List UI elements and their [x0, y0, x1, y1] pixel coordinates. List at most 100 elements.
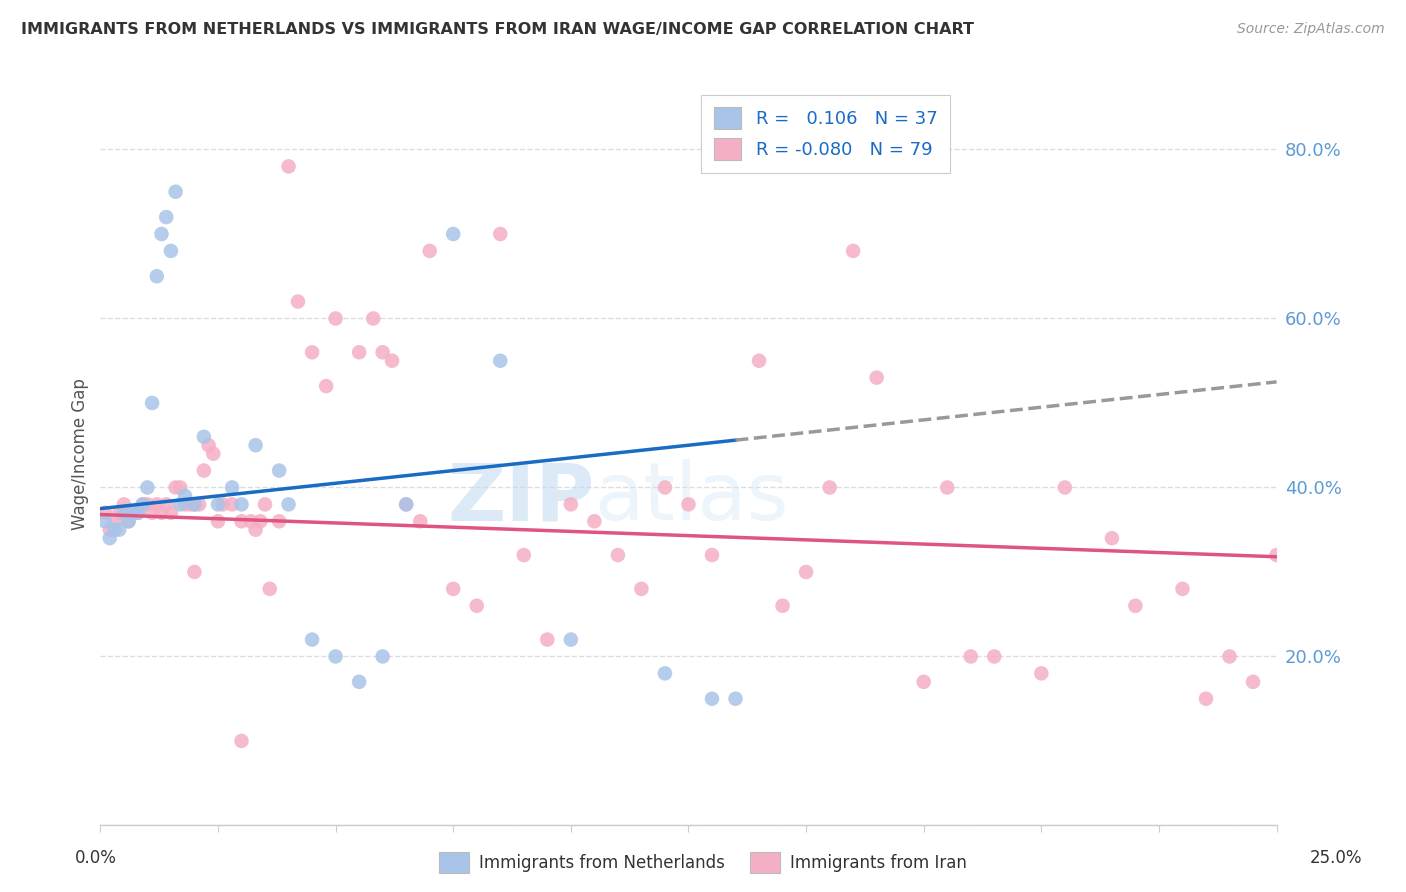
- Point: [654, 666, 676, 681]
- Point: [1171, 582, 1194, 596]
- Point: [959, 649, 981, 664]
- Point: [654, 480, 676, 494]
- Point: [108, 523, 131, 537]
- Point: [1195, 691, 1218, 706]
- Point: [165, 185, 187, 199]
- Point: [202, 447, 225, 461]
- Point: [259, 582, 281, 596]
- Point: [94, 506, 117, 520]
- Point: [117, 514, 139, 528]
- Point: [465, 599, 488, 613]
- Point: [983, 649, 1005, 664]
- Point: [277, 160, 299, 174]
- Point: [174, 497, 197, 511]
- Point: [98, 523, 121, 537]
- Point: [103, 523, 125, 537]
- Point: [441, 227, 464, 241]
- Point: [245, 438, 267, 452]
- Point: [1241, 674, 1264, 689]
- Point: [231, 497, 253, 511]
- Point: [700, 548, 723, 562]
- Point: [239, 514, 262, 528]
- Point: [231, 514, 253, 528]
- Point: [748, 353, 770, 368]
- Point: [131, 497, 153, 511]
- Point: [678, 497, 700, 511]
- Point: [395, 497, 418, 511]
- Point: [1053, 480, 1076, 494]
- Text: 25.0%: 25.0%: [1309, 849, 1362, 867]
- Point: [560, 497, 582, 511]
- Point: [117, 514, 139, 528]
- Point: [155, 497, 177, 511]
- Point: [301, 345, 323, 359]
- Point: [253, 497, 276, 511]
- Point: [489, 227, 512, 241]
- Point: [112, 506, 135, 520]
- Point: [221, 480, 243, 494]
- Point: [347, 674, 370, 689]
- Point: [197, 438, 219, 452]
- Point: [583, 514, 606, 528]
- Point: [513, 548, 536, 562]
- Text: 0.0%: 0.0%: [75, 849, 117, 867]
- Point: [207, 514, 229, 528]
- Point: [141, 396, 163, 410]
- Point: [183, 497, 205, 511]
- Text: atlas: atlas: [595, 459, 789, 537]
- Point: [136, 480, 159, 494]
- Point: [193, 430, 215, 444]
- Text: IMMIGRANTS FROM NETHERLANDS VS IMMIGRANTS FROM IRAN WAGE/INCOME GAP CORRELATION : IMMIGRANTS FROM NETHERLANDS VS IMMIGRANT…: [21, 22, 974, 37]
- Point: [221, 497, 243, 511]
- Y-axis label: Wage/Income Gap: Wage/Income Gap: [72, 377, 89, 530]
- Point: [155, 210, 177, 224]
- Point: [183, 497, 205, 511]
- Point: [1265, 548, 1288, 562]
- Point: [193, 464, 215, 478]
- Point: [361, 311, 384, 326]
- Point: [127, 506, 149, 520]
- Point: [700, 691, 723, 706]
- Point: [1101, 531, 1123, 545]
- Point: [371, 649, 394, 664]
- Point: [146, 497, 169, 511]
- Text: ZIP: ZIP: [447, 459, 595, 537]
- Point: [165, 480, 187, 494]
- Point: [179, 497, 201, 511]
- Point: [536, 632, 558, 647]
- Point: [108, 506, 131, 520]
- Point: [772, 599, 794, 613]
- Point: [169, 480, 191, 494]
- Point: [842, 244, 865, 258]
- Point: [269, 514, 291, 528]
- Point: [325, 311, 347, 326]
- Legend: R =   0.106   N = 37, R = -0.080   N = 79: R = 0.106 N = 37, R = -0.080 N = 79: [702, 95, 950, 173]
- Point: [912, 674, 935, 689]
- Point: [211, 497, 233, 511]
- Point: [94, 514, 117, 528]
- Text: Source: ZipAtlas.com: Source: ZipAtlas.com: [1237, 22, 1385, 37]
- Point: [395, 497, 418, 511]
- Point: [231, 734, 253, 748]
- Point: [560, 632, 582, 647]
- Point: [160, 244, 183, 258]
- Point: [174, 489, 197, 503]
- Point: [122, 506, 145, 520]
- Point: [122, 506, 145, 520]
- Point: [606, 548, 628, 562]
- Point: [183, 565, 205, 579]
- Point: [245, 523, 267, 537]
- Point: [325, 649, 347, 664]
- Point: [1125, 599, 1147, 613]
- Point: [936, 480, 959, 494]
- Point: [818, 480, 841, 494]
- Point: [441, 582, 464, 596]
- Point: [381, 353, 404, 368]
- Point: [169, 497, 191, 511]
- Point: [188, 497, 211, 511]
- Point: [127, 506, 149, 520]
- Point: [371, 345, 394, 359]
- Point: [301, 632, 323, 647]
- Point: [794, 565, 817, 579]
- Point: [1031, 666, 1053, 681]
